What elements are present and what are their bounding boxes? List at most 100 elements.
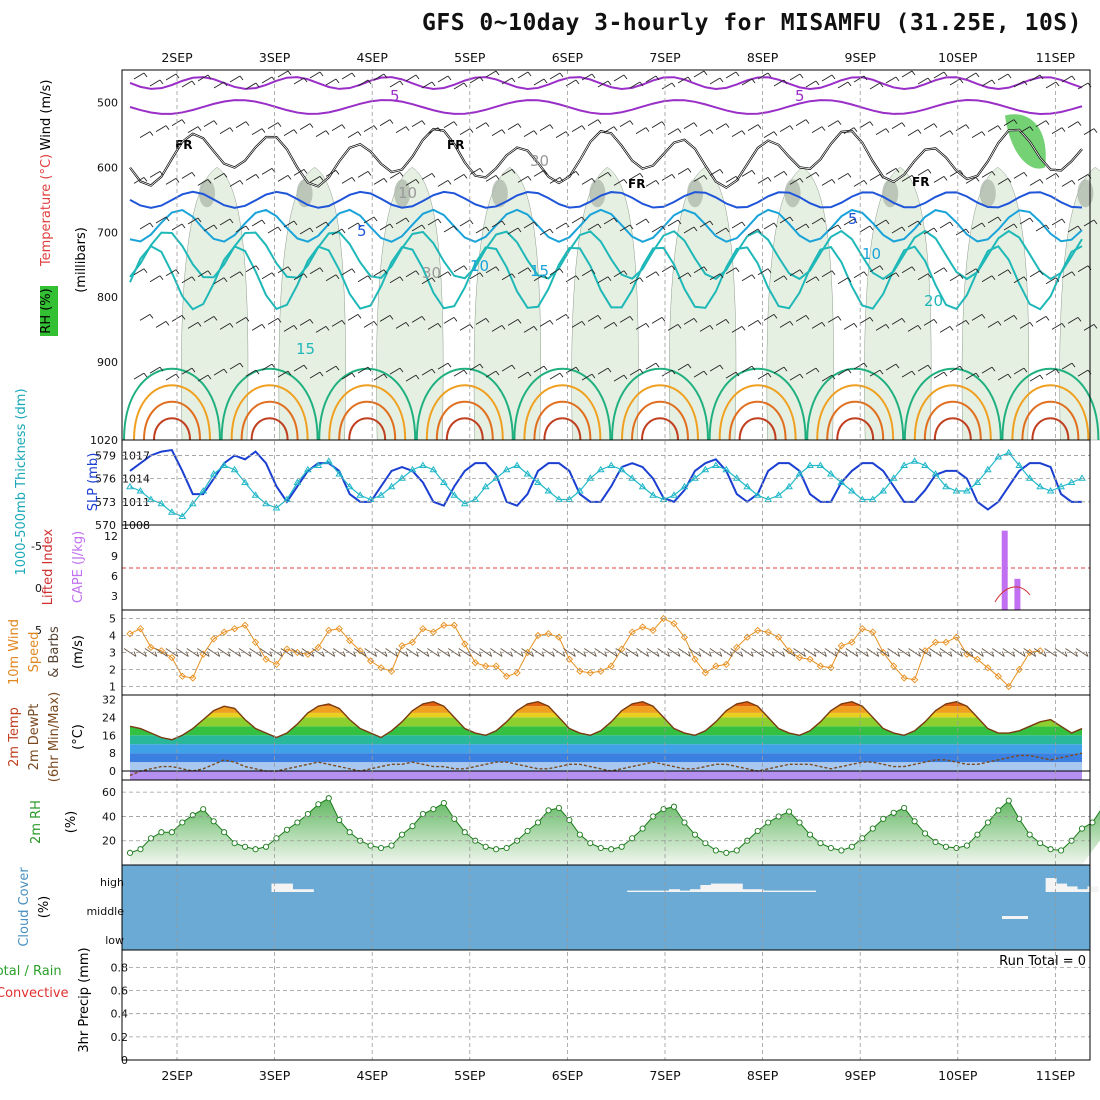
rh-shade-dark: [394, 179, 411, 208]
rh-point: [189, 812, 196, 819]
boundary-contour: [806, 367, 905, 441]
wind-barb: [789, 177, 804, 185]
thickness-point: [837, 478, 846, 485]
wind-barb: [571, 216, 586, 224]
wind-speed-point: [848, 638, 856, 646]
wind-barb: [795, 223, 810, 231]
thickness-point: [596, 465, 605, 473]
wind-barb: [459, 128, 474, 136]
wind-barb: [1035, 224, 1050, 232]
wind-barb: [267, 122, 282, 130]
wind-speed-point: [910, 676, 919, 684]
wind-speed-point: [942, 638, 950, 646]
wind-barb: [869, 82, 884, 90]
wind-barb: [517, 371, 532, 379]
wind-barb: [475, 122, 490, 130]
axis-title: 2m RH: [29, 800, 44, 844]
wind-speed-point: [408, 638, 417, 646]
wind-speed-point: [984, 664, 992, 672]
axis-title: Temperature (°C): [39, 154, 54, 267]
wind-speed-point: [900, 674, 908, 682]
wind-barb: [965, 372, 980, 380]
rh-point: [901, 804, 908, 811]
contour-label: 10: [470, 257, 489, 275]
pressure-tick: 900: [97, 356, 118, 369]
cloud-high-bar: [1066, 886, 1078, 892]
rh-point: [712, 847, 719, 854]
rh-point: [231, 840, 238, 847]
wind-barb: [843, 127, 858, 135]
wind-barb: [501, 168, 516, 176]
wind-barb: [709, 77, 724, 85]
date-label-top: 8SEP: [747, 50, 779, 65]
wind-barb: [309, 71, 324, 79]
thickness-point: [1078, 474, 1086, 481]
wind-tick: 5: [109, 613, 116, 626]
wind-barb: [235, 121, 250, 129]
wind-speed-point: [419, 625, 427, 633]
temp-contour: [129, 244, 1083, 311]
boundary-contour: [641, 417, 679, 441]
wind-barb: [139, 314, 154, 321]
thickness-tick: 576: [95, 473, 116, 486]
boundary-contour: [718, 384, 797, 441]
temp-band: [130, 771, 1082, 780]
wind-barb: [501, 273, 516, 281]
wind-barb: [779, 216, 794, 224]
wind-barb: [517, 175, 532, 183]
boundary-contour: [1001, 367, 1100, 441]
wind-barb: [149, 170, 164, 178]
thickness-point: [408, 465, 417, 473]
wind-barb: [597, 276, 612, 284]
rh-point: [158, 829, 165, 836]
thickness-point: [1004, 448, 1013, 456]
rh-point: [493, 846, 500, 853]
wind-barb: [507, 227, 522, 235]
wind-barb: [1035, 316, 1050, 323]
cloud-high-bar: [669, 889, 680, 892]
temp-band: [130, 712, 1082, 718]
wind-barb: [245, 265, 260, 273]
rh-point: [388, 842, 395, 849]
boundary-contour: [826, 400, 885, 441]
thickness-point: [209, 470, 218, 477]
wind-barb: [507, 123, 522, 131]
thickness-point: [481, 482, 490, 490]
wind-barb: [747, 228, 762, 236]
wind-barb: [773, 79, 788, 87]
wind-barb: [181, 276, 196, 284]
wind-barb: [277, 370, 292, 378]
contour-label: 10: [862, 245, 881, 263]
wind-barb: [1019, 126, 1034, 134]
wind-barb: [763, 131, 778, 139]
wind-barb: [133, 372, 148, 380]
wind-barb: [219, 218, 234, 226]
wind-barb-10m: [437, 648, 451, 657]
dewpt-line: [129, 752, 1083, 777]
wind-barb: [421, 368, 436, 376]
rh-point: [398, 831, 406, 838]
rh-tick: 60: [102, 786, 116, 799]
slp-series-line: [129, 448, 1082, 511]
wind-barb: [837, 172, 852, 180]
rh-point: [283, 826, 290, 833]
wind-speed-point: [210, 635, 218, 643]
cloud-middle-bar: [1002, 916, 1028, 919]
rh-shade-dark: [199, 179, 215, 208]
wind-barb: [565, 79, 580, 87]
wind-barb: [363, 125, 378, 133]
wind-barb: [149, 366, 164, 374]
thickness-point: [523, 470, 532, 477]
wind-barb: [485, 70, 500, 78]
rh-point: [242, 843, 249, 850]
rh-point: [786, 808, 793, 815]
thickness-point: [178, 512, 187, 519]
wind-barb: [1013, 367, 1028, 375]
wind-barb: [251, 128, 266, 136]
wind-speed-point: [157, 647, 166, 655]
thickness-point: [753, 491, 762, 498]
cloud-high-bar: [763, 890, 775, 892]
temp-tick: 0: [109, 765, 116, 778]
wind-barb: [373, 269, 388, 277]
wind-barb: [885, 363, 900, 371]
